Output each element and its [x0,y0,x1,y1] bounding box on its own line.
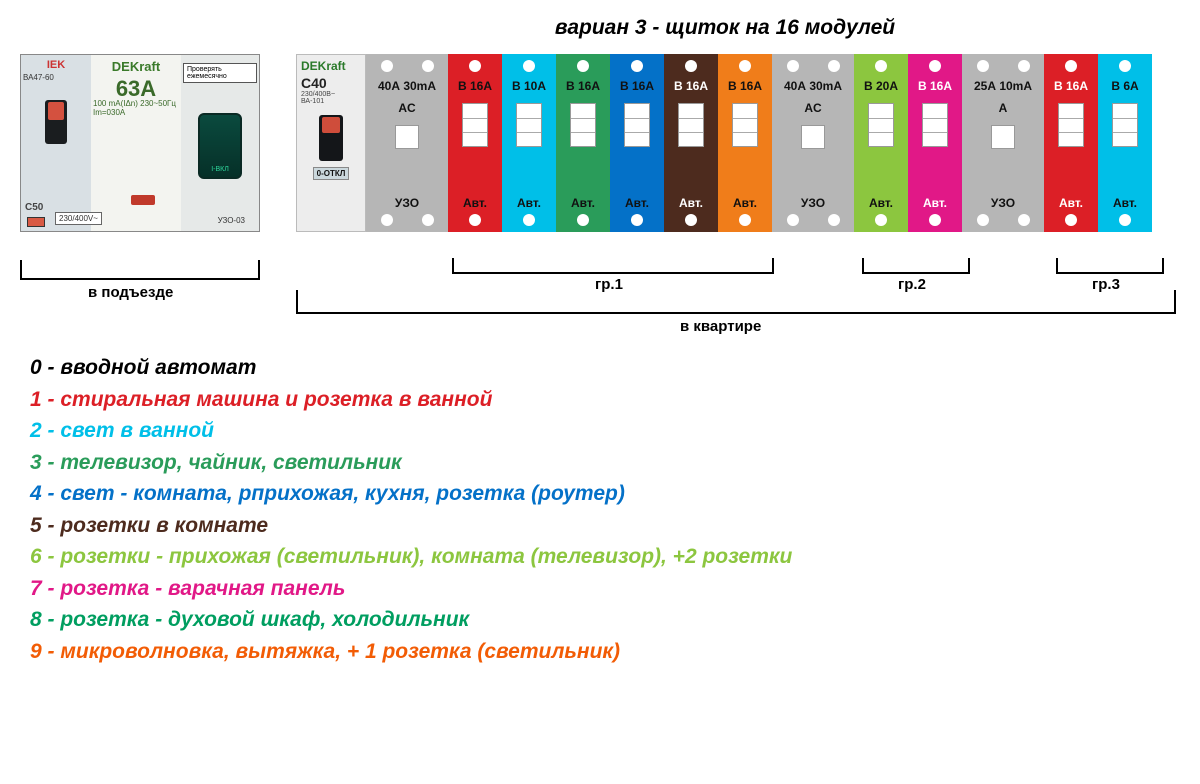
switch-box-icon [1058,103,1084,147]
module-label: Авт. [869,196,893,210]
apartment-label: в квартире [680,318,761,335]
group-bracket [1056,258,1164,274]
diagram-title: вариан 3 - щиток на 16 модулей [20,16,1180,40]
module-rating: 25А 10mA [974,80,1032,93]
module-label: Авт. [679,196,703,210]
module-rating: 40А 30mA [378,80,436,93]
module-rating: 40А 30mA [784,80,842,93]
module-label: УЗО [395,196,419,210]
series-label: ВА47-60 [23,73,54,82]
indicator-icon [27,217,45,227]
switch-box-icon [801,125,825,149]
switch-box-icon [868,103,894,147]
entrance-bracket [20,260,260,280]
group-bracket [862,258,970,274]
avt-module: В 6А Авт. [1098,54,1152,232]
main-breaker-module: DEKraft C40 230/400В~ ВА-101 0-ОТКЛ [296,54,366,232]
legend-line: 2 - свет в ванной [30,415,1180,447]
legend-line: 0 - вводной автомат [30,352,1180,384]
avt-module: В 16А Авт. [908,54,962,232]
switch-icon [45,100,67,144]
module-label: УЗО [991,196,1015,210]
uzo-module: 40А 30mA AC УЗО [366,54,448,232]
module-rating: В 16А [458,80,492,93]
module-label: Авт. [625,196,649,210]
switch-box-icon [570,103,596,147]
uzo-module: 40А 30mA AC УЗО [772,54,854,232]
avt-module: В 16А Авт. [610,54,664,232]
c50-label: C50 [25,202,43,213]
module-rating: В 16А [620,80,654,93]
switch-box-icon [516,103,542,147]
avt-module: В 10А Авт. [502,54,556,232]
brand-iek: IEK [47,59,65,71]
brand-dekraft: DEKraft [112,59,160,74]
module-label: Авт. [463,196,487,210]
legend-line: 4 - свет - комната, рприхожая, кухня, ро… [30,478,1180,510]
switch-box-icon [678,103,704,147]
module-label: Авт. [571,196,595,210]
main-sub: 230/400В~ [301,91,335,98]
main-series: ВА-101 [301,98,324,105]
voltage-range: 230/400V~ [55,212,102,225]
check-label: Проверять ежемесячно [183,63,257,83]
switch-box-icon [922,103,948,147]
module-label: Авт. [1113,196,1137,210]
legend-line: 8 - розетка - духовой шкаф, холодильник [30,604,1180,636]
avt-module: В 16А Авт. [1044,54,1098,232]
avt-module: В 16А Авт. [448,54,502,232]
main-off-label: 0-ОТКЛ [313,167,350,180]
apartment-bracket [296,290,1176,314]
legend-line: 7 - розетка - варачная панель [30,573,1180,605]
legend-line: 5 - розетки в комнате [30,510,1180,542]
main-brand: DEKraft [301,59,346,73]
entrance-label: в подъезде [88,284,173,301]
breaker-panel: DEKraft C40 230/400В~ ВА-101 0-ОТКЛ 40А … [296,54,1180,232]
uzo-module: 25А 10mA A УЗО [962,54,1044,232]
ac-type: AC [804,101,821,115]
avt-module: В 16А Авт. [664,54,718,232]
module-rating: В 16А [674,80,708,93]
switch-box-icon [462,103,488,147]
module-rating: В 20А [864,80,898,93]
panel-wrap: DEKraft C40 230/400В~ ВА-101 0-ОТКЛ 40А … [296,54,1180,232]
entrance-breaker-photo: IEK ВА47-60 DEKraft 63A 100 mA(IΔn) 230~… [20,54,260,232]
module-label: Авт. [517,196,541,210]
legend-line: 9 - микроволновка, вытяжка, + 1 розетка … [30,636,1180,668]
switch-icon [319,115,343,161]
top-row: IEK ВА47-60 DEKraft 63A 100 mA(IΔn) 230~… [20,54,1180,232]
group-bracket [452,258,774,274]
avt-module: В 16А Авт. [556,54,610,232]
ac-type: A [999,101,1008,115]
switch-box-icon [991,125,1015,149]
switch-box-icon [624,103,650,147]
switch-box-icon [732,103,758,147]
switch-box-icon [1112,103,1138,147]
main-model: C40 [301,75,327,91]
avt-module: В 20А Авт. [854,54,908,232]
module-rating: В 6А [1111,80,1138,93]
module-label: Авт. [733,196,757,210]
module-rating: В 16А [1054,80,1088,93]
uzo-model: УЗО-03 [218,216,245,225]
module-label: УЗО [801,196,825,210]
ac-type: AC [398,101,415,115]
legend-line: 3 - телевизор, чайник, светильник [30,447,1180,479]
module-rating: В 16А [728,80,762,93]
indicator2-icon [131,195,155,205]
amp-rating: 63A [116,78,156,100]
amp-sub: 100 mA(IΔn) 230~50Гц Im=030A [93,100,179,118]
switch-box-icon [395,125,419,149]
legend-line: 1 - стиральная машина и розетка в ванной [30,384,1180,416]
module-label: Авт. [1059,196,1083,210]
module-rating: В 16А [566,80,600,93]
module-rating: В 10А [512,80,546,93]
avt-module: В 16А Авт. [718,54,772,232]
module-rating: В 16А [918,80,952,93]
module-label: Авт. [923,196,947,210]
legend: 0 - вводной автомат1 - стиральная машина… [20,352,1180,667]
legend-line: 6 - розетки - прихожая (светильник), ком… [30,541,1180,573]
test-button-icon: I-ВКЛ [198,113,242,179]
